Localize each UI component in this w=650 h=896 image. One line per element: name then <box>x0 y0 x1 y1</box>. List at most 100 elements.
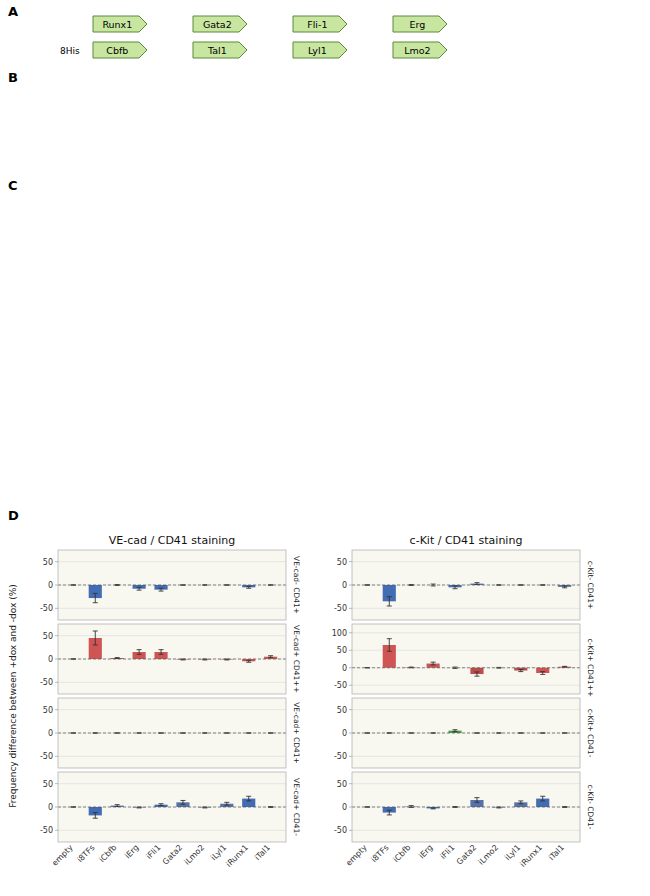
error-cap <box>180 800 185 801</box>
error-cap <box>137 807 142 808</box>
error-cap <box>496 807 501 808</box>
error-cap <box>431 584 436 585</box>
marks <box>67 631 277 662</box>
gene-box: Cbfb <box>93 42 147 58</box>
y-tick-label: 50 <box>337 558 347 567</box>
plot-background <box>58 550 286 620</box>
bar-chart: -50050c-Kit- CD41+c-Kit / CD41 staining <box>334 534 595 620</box>
grid-line <box>352 685 580 686</box>
error-bar <box>180 800 185 804</box>
bar-chart: -50050c-Kit+ CD41- <box>334 698 595 768</box>
gene-label: Cbfb <box>106 45 128 56</box>
error-cap <box>453 731 458 732</box>
plot-frame <box>58 698 286 768</box>
error-bar <box>159 650 164 655</box>
error-stem <box>95 593 96 602</box>
error-cap <box>562 587 567 588</box>
error-cap <box>159 803 164 804</box>
gene-label: Tal1 <box>207 45 227 56</box>
x-tick-label: empty <box>50 843 75 868</box>
error-cap <box>246 588 251 589</box>
x-tick-label: iTal1 <box>547 843 566 862</box>
grid-line <box>58 682 286 683</box>
grid-line <box>58 783 286 784</box>
error-cap <box>540 671 545 672</box>
baseline <box>352 733 580 734</box>
plot-background <box>352 550 580 620</box>
baseline <box>352 807 580 808</box>
grid-line <box>58 608 286 609</box>
y-tick <box>349 783 352 784</box>
y-tick <box>55 830 58 831</box>
chart-title: c-Kit / CD41 staining <box>410 534 523 547</box>
error-cap <box>202 659 207 660</box>
error-cap <box>562 666 567 667</box>
y-tick-label: -50 <box>334 826 347 835</box>
bar <box>220 659 233 660</box>
error-cap <box>540 674 545 675</box>
error-bar <box>159 804 164 806</box>
bar <box>405 733 418 734</box>
error-bar <box>387 639 392 652</box>
gene-box: Tal1 <box>193 42 247 58</box>
error-cap <box>93 593 98 594</box>
error-bar <box>268 656 273 658</box>
error-cap <box>93 645 98 646</box>
bar <box>405 806 418 807</box>
error-cap <box>387 596 392 597</box>
y-tick-label: 50 <box>337 646 347 655</box>
y-tick <box>55 682 58 683</box>
y-tick-label: 0 <box>342 729 347 738</box>
error-bar <box>562 666 567 668</box>
error-cap <box>474 676 479 677</box>
right-label: VE-cad+ CD41++ <box>292 625 301 693</box>
error-cap <box>159 649 164 650</box>
error-stem <box>248 796 249 801</box>
x-tick-label: iTal1 <box>253 843 272 862</box>
error-cap <box>137 654 142 655</box>
bar <box>220 585 233 586</box>
error-cap <box>268 657 273 658</box>
y-axis-label: Frequency difference between +dox and -d… <box>8 584 18 808</box>
bar <box>514 585 527 586</box>
panel-letter: B <box>8 70 18 85</box>
error-cap <box>224 659 229 660</box>
error-stem <box>476 798 477 803</box>
marks <box>361 639 571 676</box>
right-label: VE-cad+ CD41+ <box>292 702 301 764</box>
y-tick <box>349 608 352 609</box>
grid-line <box>352 709 580 710</box>
bar <box>220 733 233 734</box>
error-bar <box>431 662 436 665</box>
error-cap <box>540 800 545 801</box>
error-cap <box>93 818 98 819</box>
error-cap <box>159 591 164 592</box>
error-cap <box>518 669 523 670</box>
right-label: VE-cad- CD41+ <box>292 556 301 614</box>
y-tick <box>349 585 352 586</box>
error-stem <box>389 639 390 652</box>
y-tick <box>55 659 58 660</box>
y-tick-label: 0 <box>342 664 347 673</box>
error-cap <box>387 810 392 811</box>
error-stem <box>542 796 543 801</box>
x-tick-label: iCbfb <box>392 843 413 864</box>
gene-arrow <box>293 42 347 58</box>
gene-box: Erg <box>393 16 447 32</box>
error-cap <box>246 796 251 797</box>
bar <box>111 806 124 807</box>
gene-box: Gata2 <box>193 16 247 32</box>
y-tick <box>55 709 58 710</box>
error-cap <box>453 668 458 669</box>
y-tick-label: -50 <box>334 752 347 761</box>
y-tick <box>55 733 58 734</box>
error-cap <box>137 590 142 591</box>
baseline <box>58 585 286 586</box>
error-bar <box>518 670 523 672</box>
error-cap <box>115 804 120 805</box>
plot-background <box>58 624 286 694</box>
y-tick <box>349 807 352 808</box>
error-cap <box>562 585 567 586</box>
error-cap <box>453 588 458 589</box>
error-cap <box>474 582 479 583</box>
